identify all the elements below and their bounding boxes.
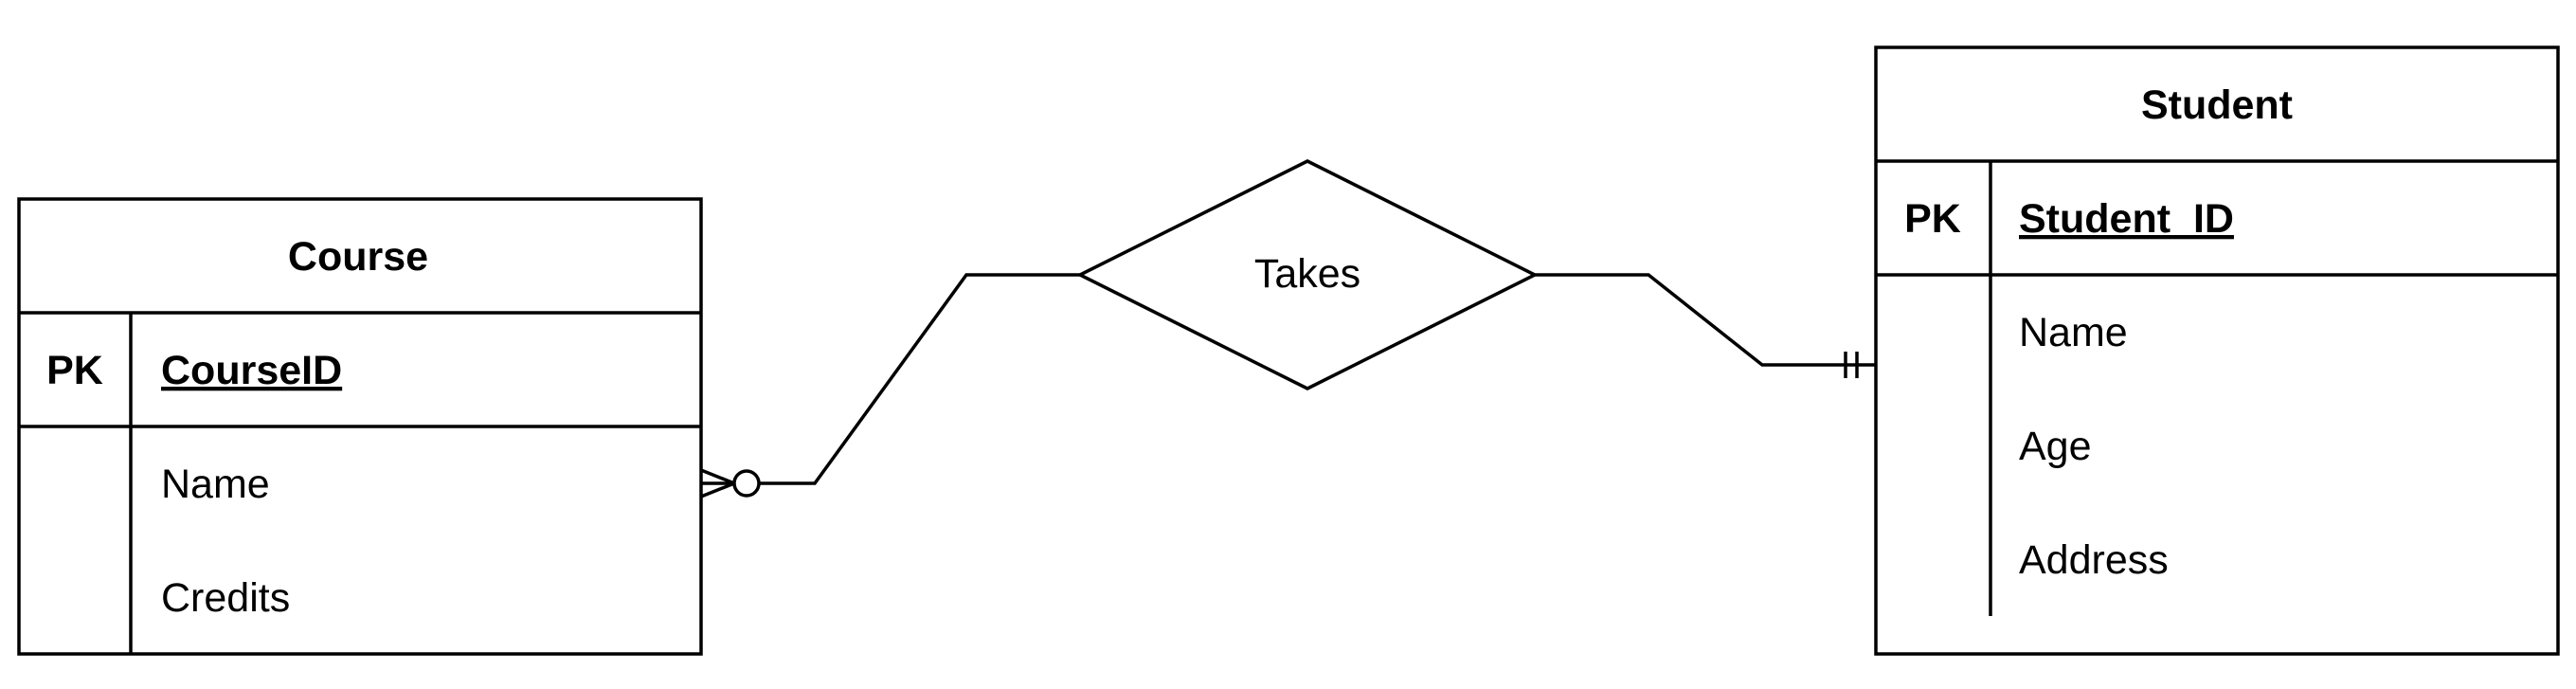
relationship-takes[interactable]: Takes — [1076, 159, 1539, 390]
course-attribute-name: Name — [161, 462, 270, 507]
course-pk-field: CourseID — [161, 348, 342, 393]
course-pk-label: PK — [46, 348, 103, 393]
connector-takes-student[interactable] — [1535, 273, 1876, 378]
connector-line-course — [760, 273, 1080, 485]
student-table-box — [1874, 45, 2560, 656]
course-title: Course — [288, 234, 428, 280]
entity-student[interactable]: Student PK Student_ID Name Age Address — [1874, 45, 2560, 656]
course-attribute-credits: Credits — [161, 575, 290, 621]
student-attribute-address: Address — [2019, 537, 2169, 583]
entity-course[interactable]: Course PK CourseID Name Credits — [17, 197, 703, 656]
relationship-diamond — [1076, 159, 1539, 390]
connector-line-student — [1535, 273, 1876, 367]
cardinality-one-only-icon — [1844, 352, 1859, 378]
crows-foot-lower — [700, 481, 735, 499]
student-attribute-name: Name — [2019, 310, 2128, 355]
student-pk-field: Student_ID — [2019, 196, 2234, 242]
cardinality-circle — [732, 469, 761, 498]
crows-foot-zero-many-icon — [700, 468, 761, 499]
crows-foot-upper — [700, 468, 735, 485]
relationship-label: Takes — [1254, 251, 1360, 297]
student-attribute-age: Age — [2019, 424, 2092, 469]
student-title: Student — [2141, 82, 2293, 128]
student-pk-label: PK — [1904, 196, 1961, 242]
connector-course-takes[interactable] — [700, 273, 1080, 499]
